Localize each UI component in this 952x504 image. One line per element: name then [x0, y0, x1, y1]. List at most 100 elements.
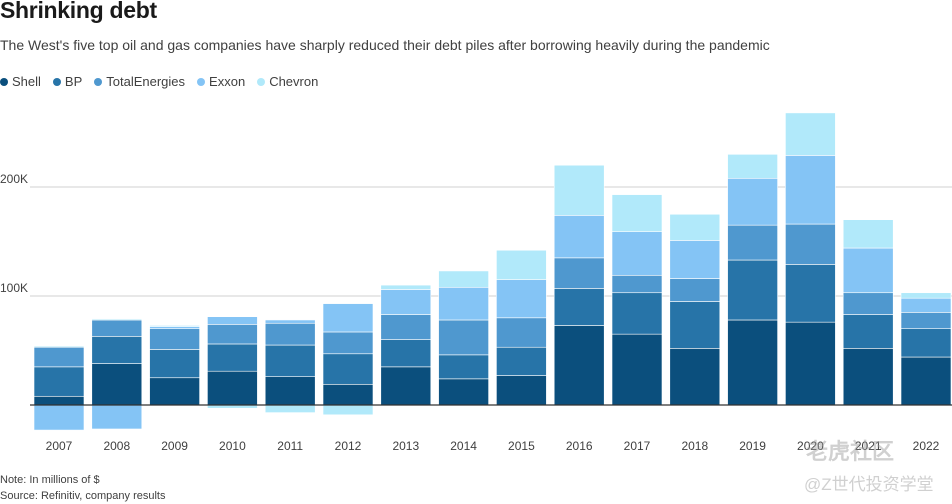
y-tick-label-200K: 200K — [0, 172, 28, 186]
x-tick-label-2015: 2015 — [508, 439, 535, 453]
x-tick-label-2018: 2018 — [681, 439, 708, 453]
legend-item-chevron: Chevron — [257, 74, 318, 89]
bar-totalenergies-2011 — [264, 322, 316, 346]
bar-totalenergies-2015 — [496, 317, 547, 348]
bar-totalenergies-2012 — [322, 331, 374, 355]
chart-subtitle: The West's five top oil and gas companie… — [0, 37, 770, 53]
bar-exxon-2014 — [438, 286, 489, 321]
bar-shell-2011 — [264, 376, 316, 406]
bar-bp-2016 — [553, 288, 605, 326]
bar-totalenergies-2019 — [727, 224, 778, 261]
bar-bp-2008 — [91, 336, 143, 364]
bar-bp-2012 — [322, 353, 374, 385]
x-tick-label-2012: 2012 — [335, 439, 362, 453]
y-tick-label-100K: 100K — [0, 281, 28, 295]
bar-shell-2013 — [380, 366, 432, 406]
bar-shell-2017 — [611, 333, 663, 406]
bar-exxon-2010 — [207, 316, 258, 325]
chart-title: Shrinking debt — [0, 0, 157, 23]
bar-shell-2008 — [91, 363, 143, 406]
bar-chevron-2021 — [842, 219, 894, 249]
x-tick-label-2019: 2019 — [739, 439, 766, 453]
bar-shell-2019 — [727, 319, 778, 406]
bar-exxon-2020 — [785, 155, 836, 225]
legend: Shell BP TotalEnergies Exxon Chevron — [0, 74, 330, 89]
bar-totalenergies-2013 — [380, 314, 432, 340]
watermark-logo-text: 老虎社区 — [806, 439, 895, 464]
bar-bp-2019 — [727, 259, 778, 321]
legend-label-exxon: Exxon — [209, 74, 246, 89]
bar-totalenergies-2007 — [33, 346, 85, 368]
bar-totalenergies-2014 — [438, 319, 489, 356]
bar-chevron-2015 — [496, 249, 547, 280]
bar-bp-2009 — [149, 349, 200, 379]
bar-chevron-2022 — [900, 292, 952, 299]
bar-exxon-2022 — [900, 297, 952, 313]
legend-dot-bp — [52, 77, 61, 86]
bar-chevron-2012 — [322, 404, 374, 416]
bar-totalenergies-2010 — [207, 324, 258, 345]
bar-exxon-2007 — [33, 404, 85, 431]
bar-bp-2017 — [611, 292, 663, 335]
bar-exxon-2012 — [322, 303, 374, 333]
bar-bp-2014 — [438, 354, 489, 380]
bar-shell-2007 — [33, 395, 85, 406]
x-tick-label-2011: 2011 — [277, 439, 303, 453]
x-tick-label-2021: 2021 — [855, 439, 882, 453]
legend-label-chevron: Chevron — [269, 74, 319, 89]
bar-exxon-2011 — [264, 319, 316, 324]
bar-shell-2012 — [322, 383, 374, 406]
legend-item-exxon: Exxon — [197, 74, 245, 89]
bar-exxon-2021 — [842, 247, 894, 294]
bar-totalenergies-2016 — [553, 257, 605, 289]
x-tick-label-2013: 2013 — [392, 439, 419, 453]
bar-totalenergies-2020 — [785, 223, 836, 265]
bar-totalenergies-2017 — [611, 274, 663, 294]
legend-dot-shell — [0, 77, 8, 86]
legend-item-totalenergies: TotalEnergies — [94, 74, 185, 89]
footer-note: Note: In millions of $ — [0, 474, 100, 486]
bar-exxon-2008 — [91, 404, 143, 430]
bar-totalenergies-2009 — [149, 328, 200, 350]
x-tick-label-2017: 2017 — [624, 439, 651, 453]
bar-totalenergies-2018 — [669, 278, 721, 302]
x-tick-label-2007: 2007 — [46, 439, 73, 453]
bar-shell-2010 — [207, 370, 258, 406]
bar-exxon-2013 — [380, 289, 432, 315]
bar-chevron-2017 — [611, 194, 663, 232]
bar-chevron-2018 — [669, 213, 721, 241]
bar-exxon-2019 — [727, 177, 778, 226]
bar-bp-2021 — [842, 314, 894, 349]
x-tick-label-2010: 2010 — [219, 439, 246, 453]
legend-dot-chevron — [257, 77, 266, 86]
bar-shell-2016 — [553, 325, 605, 406]
bar-bp-2007 — [33, 366, 85, 397]
legend-label-bp: BP — [64, 74, 83, 89]
bar-exxon-2015 — [496, 279, 547, 319]
bar-chevron-2013 — [380, 284, 432, 290]
x-tick-label-2020: 2020 — [797, 439, 824, 453]
bar-bp-2022 — [900, 328, 952, 358]
x-tick-label-2008: 2008 — [103, 439, 130, 453]
footer-source: Source: Refinitiv, company results — [0, 490, 166, 502]
legend-label-shell: Shell — [12, 74, 41, 89]
bar-chevron-2014 — [438, 270, 489, 288]
bar-chevron-2020 — [785, 112, 836, 156]
legend-dot-exxon — [197, 77, 206, 86]
bar-chevron-2009 — [149, 325, 200, 327]
x-tick-label-2016: 2016 — [566, 439, 593, 453]
bar-chevron-2011 — [264, 404, 316, 413]
bar-chevron-2019 — [727, 154, 778, 179]
bar-bp-2018 — [669, 301, 721, 349]
bar-shell-2018 — [669, 348, 721, 406]
bar-bp-2013 — [380, 339, 432, 368]
legend-dot-totalenergies — [94, 77, 103, 86]
bar-exxon-2018 — [669, 240, 721, 279]
bar-shell-2014 — [438, 378, 489, 406]
bar-shell-2015 — [496, 375, 547, 406]
bar-exxon-2016 — [553, 215, 605, 259]
bar-totalenergies-2022 — [900, 312, 952, 330]
legend-item-bp: BP — [52, 74, 83, 89]
x-tick-label-2009: 2009 — [161, 439, 188, 453]
